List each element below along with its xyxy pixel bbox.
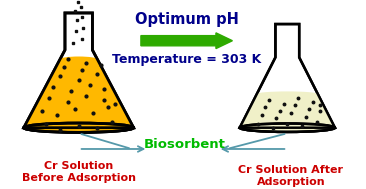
- Ellipse shape: [24, 123, 134, 132]
- Text: Temperature = 303 K: Temperature = 303 K: [112, 53, 261, 66]
- FancyArrow shape: [141, 33, 232, 49]
- Text: Optimum pH: Optimum pH: [135, 12, 239, 27]
- Polygon shape: [24, 13, 134, 128]
- Ellipse shape: [60, 57, 97, 62]
- Polygon shape: [24, 59, 134, 128]
- Ellipse shape: [257, 91, 318, 96]
- Ellipse shape: [240, 123, 335, 132]
- Text: Cr Solution
Before Adsorption: Cr Solution Before Adsorption: [22, 161, 136, 183]
- Polygon shape: [240, 94, 335, 128]
- Ellipse shape: [240, 123, 335, 132]
- Text: Cr Solution After
Adsorption: Cr Solution After Adsorption: [239, 165, 343, 187]
- Polygon shape: [240, 24, 335, 128]
- Text: Biosorbent: Biosorbent: [144, 138, 226, 151]
- Ellipse shape: [24, 123, 134, 132]
